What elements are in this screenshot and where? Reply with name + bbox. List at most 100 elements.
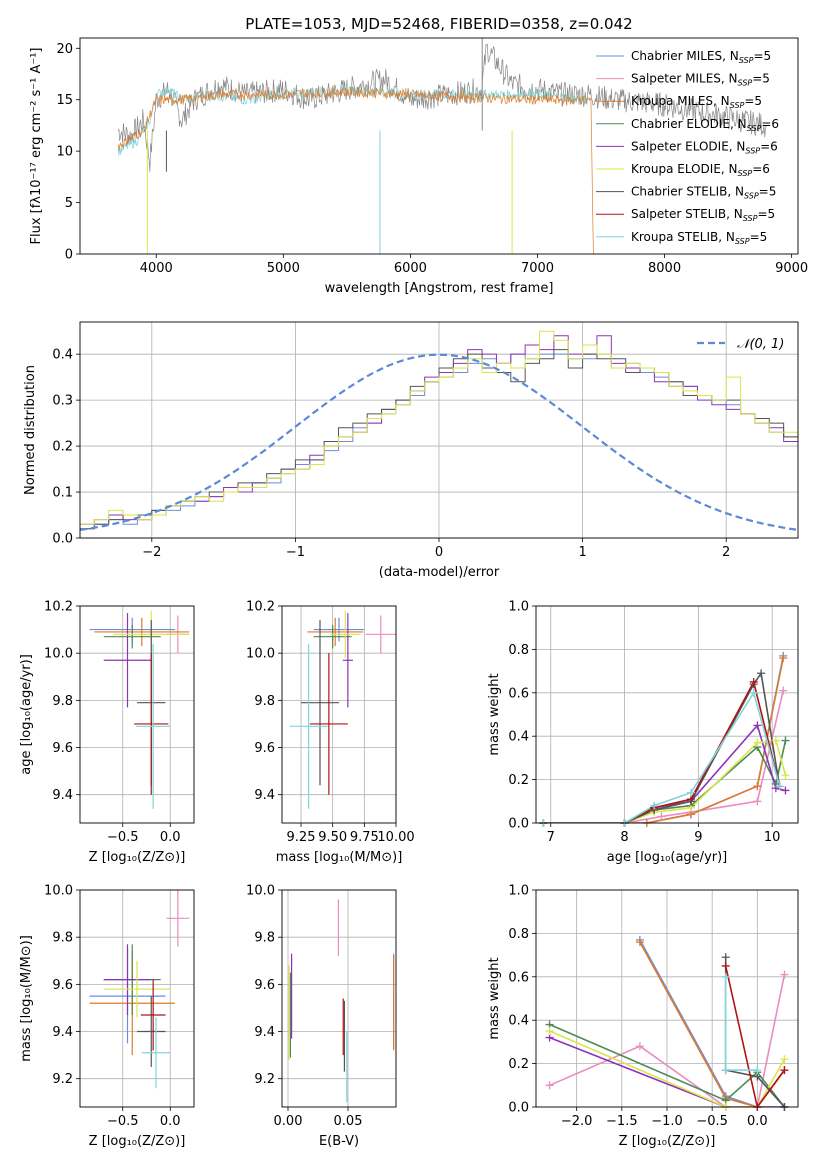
weight-point-marker — [749, 677, 758, 686]
weight-point-marker — [721, 972, 730, 981]
legend-entry: Kroupa STELIB, NSSP=5 — [631, 230, 767, 246]
x-tick-label: 1 — [578, 545, 586, 560]
x-tick-label: 9.75 — [350, 830, 379, 845]
x-tick-label: 5000 — [267, 261, 300, 276]
y-tick-label: 10.0 — [44, 647, 73, 662]
x-axis-label: Z [log₁₀(Z/Z⊙)] — [619, 1134, 716, 1149]
legend-entry: 𝒩(0, 1) — [737, 337, 784, 352]
y-tick-label: 9.6 — [254, 741, 275, 756]
errorbar-markers — [289, 610, 396, 809]
y-tick-label: 0.2 — [52, 440, 73, 455]
weight-point-marker — [771, 736, 780, 745]
y-tick-label: 10.0 — [44, 884, 73, 899]
legend-entry: Chabrier ELODIE, NSSP=6 — [631, 117, 779, 133]
x-tick-label: −0.5 — [107, 830, 139, 845]
y-tick-label: 9.6 — [52, 978, 73, 993]
y-tick-label: 10 — [56, 145, 73, 160]
y-axis-label: mass [log₁₀(M/M⊙)] — [19, 935, 34, 1062]
weight-series-line — [543, 690, 781, 823]
weight-point-marker — [721, 1066, 730, 1075]
histogram-bars — [80, 330, 798, 538]
weight-point-marker — [781, 736, 790, 745]
weight-point-marker — [775, 782, 784, 791]
axes-frame — [281, 889, 397, 1108]
legend-entry: Salpeter STELIB, NSSP=5 — [631, 207, 775, 223]
x-tick-label: 8000 — [648, 261, 681, 276]
y-tick-label: 5 — [65, 196, 73, 211]
axes-frame — [79, 889, 195, 1108]
x-tick-label: 6000 — [394, 261, 427, 276]
weight-point-marker — [753, 738, 762, 747]
weight-point-marker — [753, 797, 762, 806]
y-axis-label: mass weight — [487, 673, 502, 755]
axes-frame — [281, 605, 397, 824]
y-tick-label: 0.6 — [508, 970, 529, 985]
weight-point-marker — [657, 812, 666, 821]
x-tick-label: 9 — [694, 830, 702, 845]
y-axis-label: mass weight — [487, 957, 502, 1039]
axes-frame — [535, 889, 799, 1108]
x-tick-label: 0.05 — [334, 1114, 363, 1129]
legend-entry: Salpeter MILES, NSSP=5 — [631, 72, 770, 88]
weight-series-line — [543, 739, 787, 823]
weight-series-line — [543, 690, 784, 823]
mass-vs-metallicity-panel: −0.5 0.0 9.2 9.4 9.6 9.8 10.0 Z [log₁₀(Z/Z⊙)] ma… — [19, 884, 195, 1149]
histogram-series — [80, 335, 798, 538]
weight-series-line — [724, 965, 786, 1107]
weight-point-marker — [781, 771, 790, 780]
y-axis-label: Flux [fλ10⁻¹⁷ erg cm⁻² s⁻¹ A⁻¹] — [29, 48, 44, 245]
x-tick-label: −0.5 — [107, 1114, 139, 1129]
weight-series-line — [549, 1036, 785, 1107]
weight-point-marker — [757, 669, 766, 678]
y-tick-label: 1.0 — [508, 600, 529, 615]
x-tick-label: 9000 — [775, 261, 808, 276]
legend-entry: Kroupa MILES, NSSP=5 — [631, 94, 762, 110]
y-tick-label: 9.8 — [52, 694, 73, 709]
weight-point-marker — [635, 938, 644, 947]
legend-entry: Chabrier STELIB, NSSP=5 — [631, 185, 776, 201]
y-tick-label: 0.4 — [508, 730, 529, 745]
weight-point-marker — [650, 801, 659, 810]
y-tick-label: 0.3 — [52, 394, 73, 409]
weight-series-line — [543, 671, 781, 823]
histogram-series — [80, 330, 798, 538]
x-tick-label: 7 — [547, 830, 555, 845]
weight-point-marker — [686, 788, 695, 797]
y-tick-label: 10.0 — [246, 647, 275, 662]
x-axis-label: age [log₁₀(age/yr)] — [607, 850, 728, 865]
x-axis-label: E(B-V) — [319, 1134, 359, 1149]
x-tick-label: 0.0 — [160, 830, 181, 845]
weight-point-marker — [545, 1027, 554, 1036]
y-tick-label: 0 — [65, 248, 73, 263]
y-tick-label: 9.2 — [52, 1072, 73, 1087]
spectrum-panel: 4000 5000 6000 7000 8000 9000 0 5 10 15 20 waveleng… — [29, 37, 808, 296]
x-tick-label: −0.5 — [696, 1114, 728, 1129]
y-tick-label: 9.8 — [52, 931, 73, 946]
x-tick-label: −2.0 — [561, 1114, 593, 1129]
errorbar-markers — [288, 899, 395, 1103]
weight-point-marker — [753, 721, 762, 730]
weight-point-marker — [780, 970, 789, 979]
weight-point-marker — [635, 1042, 644, 1051]
normal-curve — [80, 353, 798, 531]
legend-entry: Kroupa ELODIE, NSSP=6 — [631, 162, 770, 178]
weight-series-line — [543, 657, 784, 823]
y-tick-label: 0.0 — [508, 817, 529, 832]
x-tick-label: 8 — [620, 830, 628, 845]
weight-point-marker — [779, 654, 788, 663]
y-tick-label: 0.4 — [508, 1014, 529, 1029]
x-tick-label: 9.50 — [318, 830, 347, 845]
x-tick-label: 0.00 — [274, 1114, 303, 1129]
y-tick-label: 0.8 — [508, 643, 529, 658]
x-tick-label: 0.0 — [160, 1114, 181, 1129]
axes-frame — [79, 37, 799, 255]
axes-frame — [535, 605, 799, 824]
spectrum-lines — [117, 38, 767, 254]
x-axis-label: Z [log₁₀(Z/Z⊙)] — [89, 1134, 186, 1149]
y-tick-label: 0.1 — [52, 486, 73, 501]
x-tick-label: 2 — [722, 545, 730, 560]
y-tick-label: 10.0 — [246, 884, 275, 899]
y-tick-label: 10.2 — [246, 600, 275, 615]
